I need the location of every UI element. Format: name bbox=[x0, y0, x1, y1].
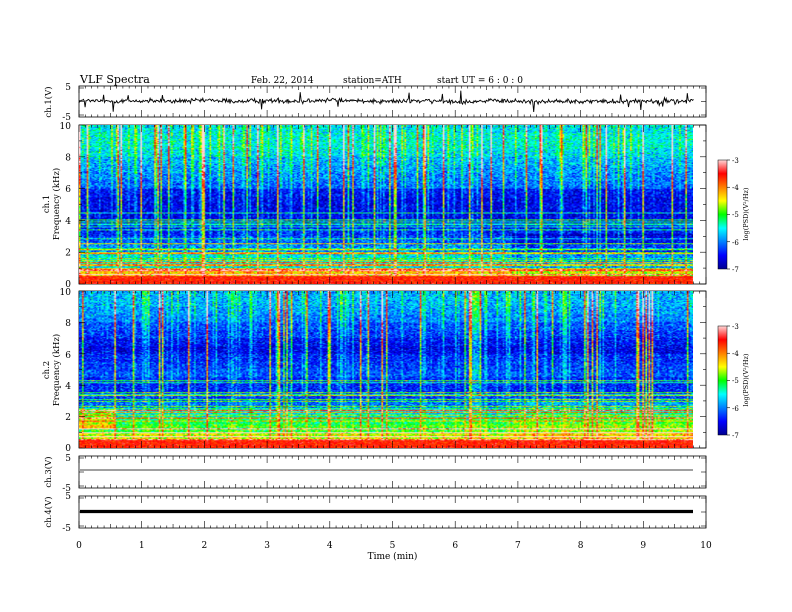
ch1-colorbar-tick: -3 bbox=[732, 157, 739, 165]
colorbar-ticks bbox=[727, 159, 730, 436]
xtick-label: 4 bbox=[327, 541, 333, 551]
station-label: station=ATH bbox=[343, 76, 402, 86]
xtick-label: 1 bbox=[139, 541, 145, 551]
ch1-spec-ytick-6: 6 bbox=[65, 185, 71, 195]
ch2-colorbar bbox=[717, 325, 728, 436]
ch1-colorbar-tick: -7 bbox=[732, 266, 739, 274]
xtick-label: 3 bbox=[264, 541, 270, 551]
ch1-wave-ytick-top: 5 bbox=[65, 83, 71, 93]
ch4-wave-ytick-bottom: -5 bbox=[62, 524, 71, 534]
ch2-colorbar-tick: -7 bbox=[732, 432, 739, 440]
xtick-label: 5 bbox=[390, 541, 396, 551]
ch1-spec-ytick-10: 10 bbox=[60, 122, 72, 132]
ch2-spec-ytick-8: 8 bbox=[65, 319, 71, 329]
ch2-spec-ytick-0: 0 bbox=[65, 444, 71, 454]
xtick-label: 10 bbox=[700, 541, 712, 551]
ch2-colorbar-label: log(PSD)(V²/Hz) bbox=[742, 353, 750, 406]
axis-ticks bbox=[78, 86, 707, 528]
ch1-spec-ytick-4: 4 bbox=[65, 217, 71, 227]
xtick-label: 8 bbox=[578, 541, 584, 551]
ch1-colorbar-tick: -5 bbox=[732, 211, 739, 219]
ch1-waveform bbox=[78, 90, 694, 112]
ch1-spec-ytick-2: 2 bbox=[65, 249, 71, 259]
ch1-colorbar-label: log(PSD)(V²/Hz) bbox=[742, 187, 750, 240]
xtick-label: 0 bbox=[76, 541, 82, 551]
ch4-wave-ylabel: ch.4(V) bbox=[43, 496, 54, 527]
ch2-colorbar-tick: -4 bbox=[732, 350, 739, 358]
ch1-spec-ylabel-frequency: Frequency (kHz) bbox=[51, 168, 62, 240]
ch2-spec-ytick-6: 6 bbox=[65, 351, 71, 361]
ch1-wave-ytick-bottom: -5 bbox=[62, 113, 71, 123]
xtick-label: 2 bbox=[202, 541, 208, 551]
ch2-spec-ytick-4: 4 bbox=[65, 382, 71, 392]
ch1-spectrogram bbox=[79, 125, 693, 284]
xtick-label: 6 bbox=[452, 541, 458, 551]
ch1-wave-ylabel: ch.1(V) bbox=[43, 86, 54, 117]
ch1-spec-ytick-8: 8 bbox=[65, 154, 71, 164]
ch2-spectrogram bbox=[79, 291, 693, 448]
ch3-wave-ytick-top: 5 bbox=[65, 454, 71, 464]
ch2-spec-ytick-10: 10 bbox=[60, 288, 72, 298]
ch4-wave-ytick-top: 5 bbox=[65, 492, 71, 502]
xtick-label: 9 bbox=[640, 541, 646, 551]
ch2-colorbar-tick: -6 bbox=[732, 405, 739, 413]
figure-title: VLF Spectra bbox=[79, 73, 150, 86]
date-label: Feb. 22, 2014 bbox=[251, 76, 314, 86]
xtick-label: 7 bbox=[515, 541, 521, 551]
start-time-label: start UT = 6 : 0 : 0 bbox=[437, 76, 523, 86]
ch1-spec-ylabel-channel: ch.1 bbox=[42, 195, 52, 213]
ch2-colorbar-tick: -5 bbox=[732, 377, 739, 385]
x-axis-label: Time (min) bbox=[368, 551, 418, 562]
ch1-colorbar-tick: -6 bbox=[732, 239, 739, 247]
ch2-colorbar-tick: -3 bbox=[732, 323, 739, 331]
ch2-spec-ylabel-frequency: Frequency (kHz) bbox=[51, 334, 62, 406]
ch3-wave-ytick-bottom: -5 bbox=[62, 484, 71, 494]
ch1-colorbar-tick: -4 bbox=[732, 184, 739, 192]
ch2-spec-ytick-2: 2 bbox=[65, 413, 71, 423]
ch1-spec-ytick-0: 0 bbox=[65, 280, 71, 290]
ch1-colorbar bbox=[717, 159, 728, 270]
ch3-wave-ylabel: ch.3(V) bbox=[43, 456, 54, 487]
ch2-spec-ylabel-channel: ch.2 bbox=[42, 361, 52, 379]
